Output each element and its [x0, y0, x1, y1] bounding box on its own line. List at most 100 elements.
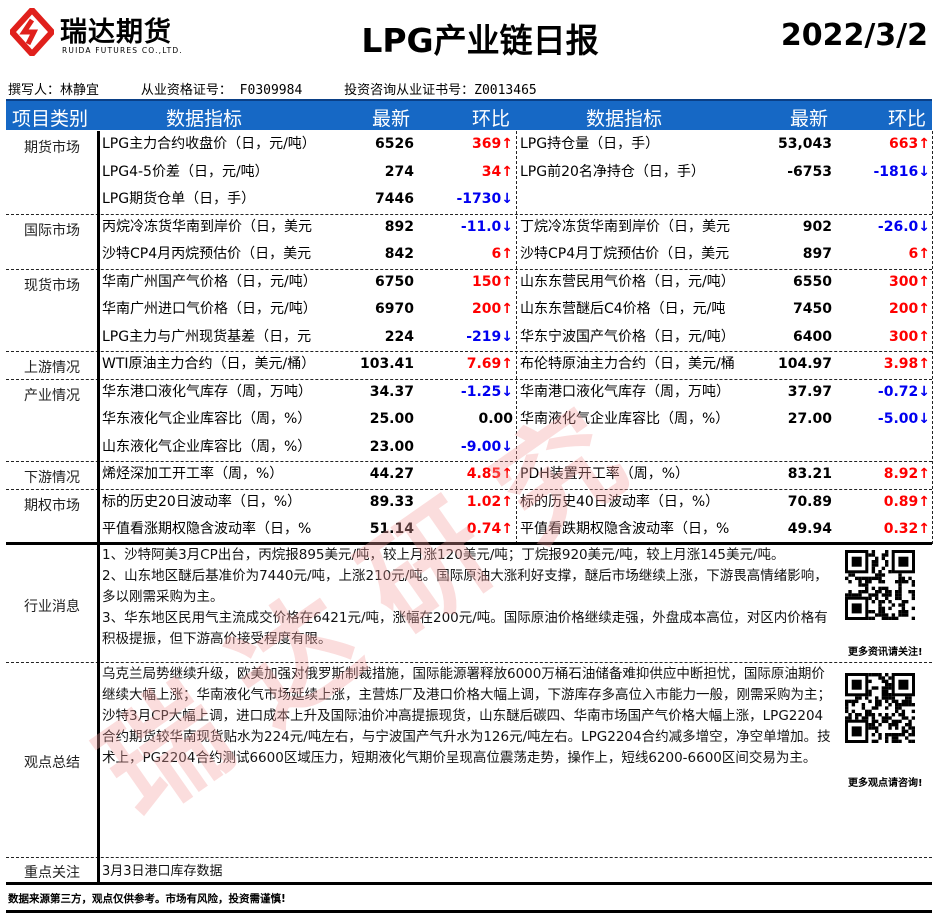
change-value: 0.32↑	[883, 521, 930, 537]
table-row: WTI原油主力合约（日，美元/桶） 103.41 7.69↑ 布伦特原油主力合约（日，…	[0, 351, 938, 379]
change-value: -0.72↓	[877, 383, 930, 400]
category-label: 上游情况	[24, 360, 80, 376]
latest-value: 7450	[793, 301, 832, 317]
indicator-name: 烯烃深加工开工率（周，%）	[102, 466, 284, 482]
indicator-name: 华南广州进口气价格（日，元/吨）	[102, 301, 317, 317]
latest-value: 51.14	[369, 521, 414, 537]
change-value: 200↑	[472, 301, 513, 317]
latest-value: 6970	[375, 301, 414, 317]
report-date: 2022/3/2	[780, 18, 928, 53]
table-header: 项目类别 数据指标 最新 环比 数据指标 最新 环比	[6, 99, 932, 130]
category-label: 现货市场	[24, 277, 80, 294]
change-value: -1730↓	[456, 191, 513, 207]
latest-value: 842	[384, 246, 414, 262]
category-label: 期权市场	[24, 497, 80, 514]
change-value: 4.85↑	[466, 466, 513, 482]
indicator-name: 山东液化气企业库容比（周，%）	[102, 438, 312, 455]
latest-value: 34.37	[369, 383, 414, 400]
logo-subtext: RUIDA FUTURES CO.,LTD.	[62, 46, 183, 55]
table-row: LPG主力合约收盘价（日，元/吨） 6526 369↑ LPG持仓量（日，手） 53,0…	[0, 131, 938, 159]
column-divider	[97, 131, 100, 214]
change-value: -219↓	[466, 328, 513, 345]
indicator-name: 标的历史40日波动率（日，%）	[520, 493, 720, 510]
table-row: 华南广州国产气价格（日，元/吨） 6750 150↑ 山东东营民用气价格（日，元/吨）…	[0, 269, 938, 297]
indicator-name: 山东东营醚后C4价格（日，元/吨	[520, 301, 726, 317]
latest-value: 53,043	[777, 136, 832, 152]
qr-caption: 更多观点请咨询!	[848, 778, 923, 789]
latest-value: 103.41	[359, 356, 414, 372]
indicator-name: LPG主力与广州现货基差（日，元	[102, 328, 312, 345]
change-value: -9.00↓	[460, 438, 513, 455]
change-value: 0.89↑	[883, 493, 930, 510]
ruida-logo-icon	[7, 5, 57, 59]
column-divider	[97, 351, 100, 379]
change-value: 6↑	[908, 246, 930, 262]
latest-value: 104.97	[777, 356, 832, 372]
latest-value: 49.94	[787, 521, 832, 537]
indicator-name: 丁烷冷冻货华南到岸价（日，美元	[520, 218, 730, 235]
indicator-name: 山东东营民用气价格（日，元/吨）	[520, 273, 735, 290]
change-value: 300↑	[889, 273, 930, 290]
change-value: -11.0↓	[460, 218, 513, 235]
focus-text: 3月3日港口库存数据	[102, 864, 223, 879]
latest-value: 902	[802, 218, 832, 235]
change-value: 369↑	[472, 136, 513, 152]
indicator-name: 标的历史20日波动率（日，%）	[102, 493, 302, 510]
table-row: 华东液化气企业库容比（周，%） 25.00 0.00 华南液化气企业库容比（周，%） 2…	[0, 406, 938, 434]
col-category: 项目类别	[12, 108, 89, 130]
indicator-name: LPG4-5价差（日，元/吨）	[102, 163, 269, 180]
view-text: 乌克兰局势继续升级，欧美加强对俄罗斯制裁措施，国际能源署释放6000万桶石油储备…	[102, 666, 831, 766]
author: 撰写人：林静宜	[8, 83, 100, 98]
divider	[6, 857, 932, 858]
group-divider	[6, 351, 932, 352]
latest-value: 897	[802, 246, 832, 262]
company-logo: 瑞达期货 RUIDA FUTURES CO.,LTD.	[7, 5, 200, 59]
logo-text: 瑞达期货	[60, 17, 172, 48]
col-change: 环比	[472, 108, 511, 130]
indicator-name: 华东宁波国产气价格（日，元/吨）	[520, 328, 735, 345]
divider	[6, 910, 932, 913]
latest-value: 224	[384, 328, 414, 345]
category-label: 下游情况	[24, 470, 80, 486]
latest-value: 37.97	[787, 383, 832, 400]
indicator-name: 沙特CP4月丙烷预估价（日，美元	[102, 246, 312, 262]
group-divider	[6, 213, 932, 215]
group-divider	[6, 461, 932, 462]
indicator-name: 丙烷冷冻货华南到岸价（日，美元	[102, 218, 312, 235]
news-list: 1、沙特阿美3月CP出台，丙烷报895美元/吨，较上月涨120美元/吨；丁烷报9…	[102, 545, 832, 650]
view-category: 观点总结	[24, 755, 80, 771]
qualification-number: 从业资格证号： F0309984	[140, 83, 303, 98]
news-item: 1、沙特阿美3月CP出台，丙烷报895美元/吨，较上月涨120美元/吨；丁烷报9…	[102, 547, 785, 563]
column-divider	[97, 378, 100, 461]
indicator-name: LPG前20名净持仓（日，手）	[520, 163, 705, 180]
indicator-name: LPG期货仓单（日，手）	[102, 191, 256, 207]
indicator-name: LPG主力合约收盘价（日，元/吨）	[102, 136, 316, 152]
report-title: LPG产业链日报	[361, 21, 599, 60]
column-divider	[516, 131, 517, 544]
column-divider	[97, 543, 100, 883]
category-label: 产业情况	[24, 387, 80, 404]
change-value: 200↑	[889, 301, 930, 317]
column-divider	[97, 213, 100, 269]
col-latest-2: 最新	[790, 108, 829, 130]
category-label: 国际市场	[24, 222, 80, 239]
indicator-name: 华南港口液化气库存（周，万吨）	[520, 383, 730, 400]
latest-value: 6750	[375, 273, 414, 290]
disclaimer: 数据来源第三方，观点仅供参考。市场有风险，投资需谨慎!	[8, 893, 286, 905]
col-indicator-2: 数据指标	[586, 108, 663, 130]
divider	[6, 542, 932, 545]
category-label: 期货市场	[24, 140, 80, 156]
col-latest: 最新	[372, 108, 411, 130]
table-border	[932, 131, 933, 544]
news-item: 3、华东地区民用气主流成交价格在6421元/吨，涨幅在200元/吨。国际原油价格…	[102, 610, 828, 647]
change-value: -26.0↓	[877, 218, 930, 235]
latest-value: 7446	[375, 191, 414, 207]
divider	[6, 662, 932, 663]
indicator-name: 华南广州国产气价格（日，元/吨）	[102, 273, 317, 290]
column-divider	[97, 488, 100, 544]
table-row: 平值看涨期权隐含波动率（日，% 51.14 0.74↑ 平值看跌期权隐含波动率（日，%…	[0, 516, 938, 544]
change-value: 0.74↑	[466, 521, 513, 537]
table-row: 华南广州进口气价格（日，元/吨） 6970 200↑ 山东东营醚后C4价格（日，元/吨…	[0, 296, 938, 324]
table-row: 华东港口液化气库存（周，万吨） 34.37 -1.25↓ 华南港口液化气库存（周，万吨…	[0, 379, 938, 407]
group-divider	[6, 378, 932, 380]
